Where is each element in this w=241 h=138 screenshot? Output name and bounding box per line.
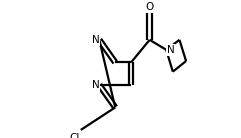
Text: N: N [92,35,99,45]
Text: N: N [167,45,175,55]
Text: O: O [146,2,154,12]
Text: Cl: Cl [69,133,80,138]
Text: N: N [92,80,99,90]
